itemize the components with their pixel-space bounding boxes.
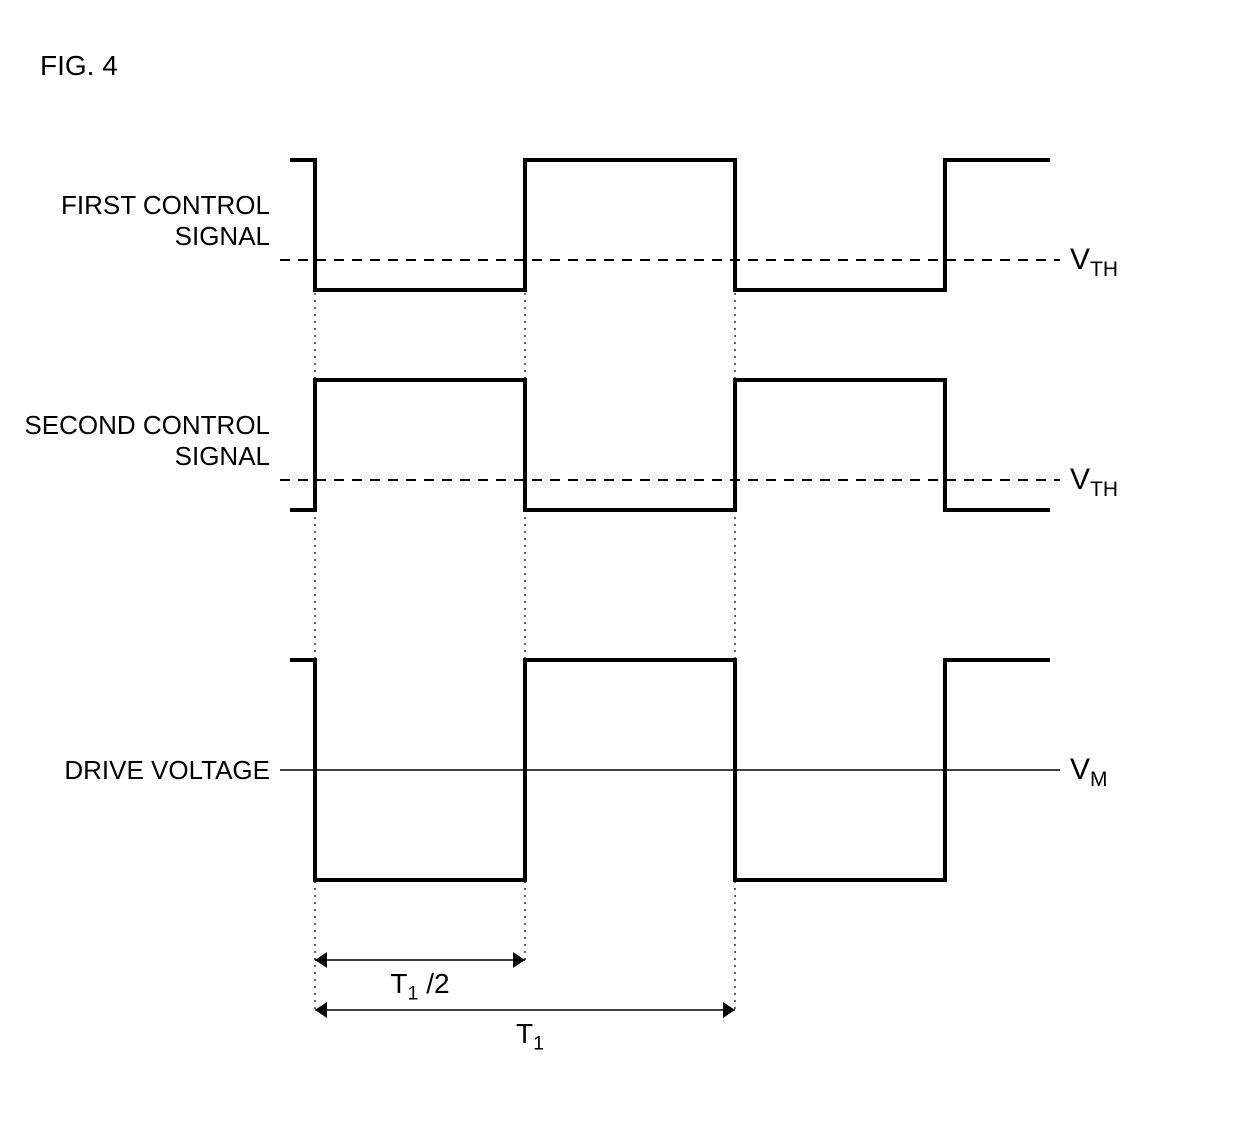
vm-label: VM	[1070, 753, 1108, 792]
timing-diagram	[0, 0, 1240, 1146]
signal-label-second: SECOND CONTROLSIGNAL	[20, 410, 270, 472]
signal-label-first: FIRST CONTROLSIGNAL	[20, 190, 270, 252]
t-full-label: T1	[470, 1018, 590, 1056]
vth-label-1: VTH	[1070, 243, 1118, 282]
figure-label: FIG. 4	[40, 50, 118, 82]
t-half-label: T1 /2	[335, 968, 505, 1006]
vth-label-2: VTH	[1070, 463, 1118, 502]
signal-label-drive: DRIVE VOLTAGE	[20, 755, 270, 786]
